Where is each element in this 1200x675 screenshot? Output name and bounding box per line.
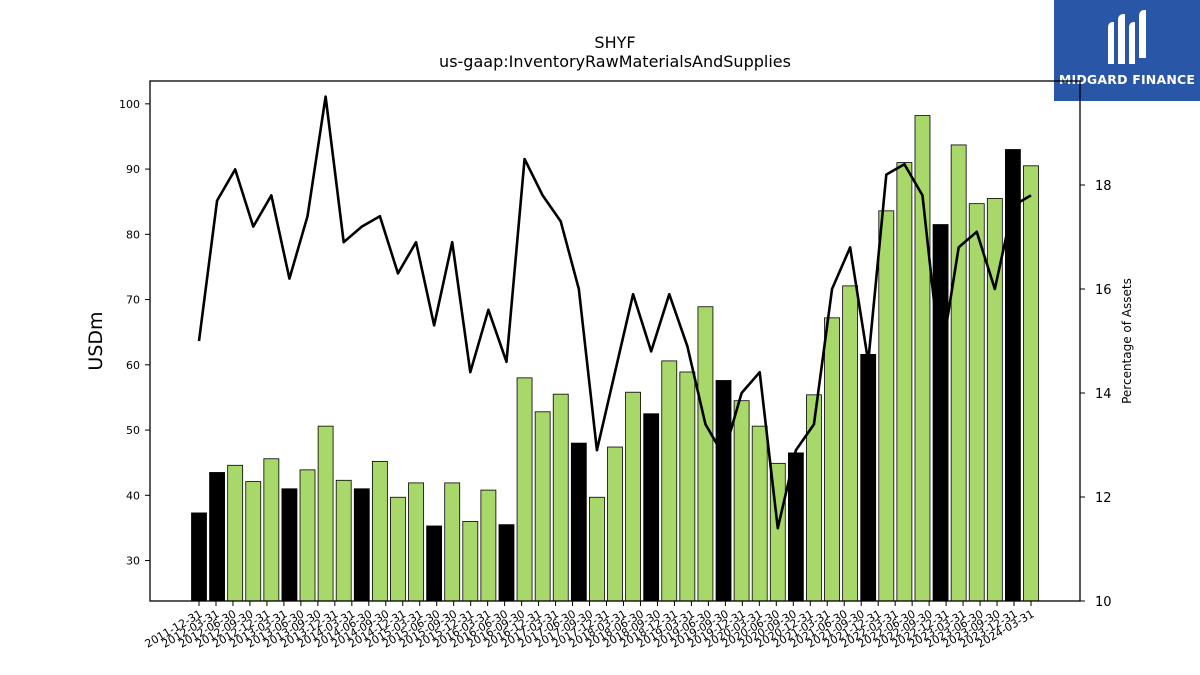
- y-tick-label-50: 50: [126, 424, 140, 437]
- bar-2012-09-30: [245, 481, 262, 602]
- bar-2016-12-31: [552, 393, 569, 602]
- bar-2019-09-30: [751, 425, 768, 602]
- bar-2012-06-30: [227, 464, 244, 602]
- bar-2013-12-31: [335, 479, 352, 602]
- bar-2014-03-31: [353, 488, 370, 602]
- y-tick-label-80: 80: [126, 228, 140, 241]
- plot-frame: [149, 80, 1081, 602]
- chart-subtitle: us-gaap:InventoryRawMaterialsAndSupplies: [439, 52, 791, 71]
- bar-2014-06-30: [371, 460, 388, 602]
- y-axis-label: USDm: [85, 311, 107, 370]
- bar-2015-03-31: [426, 525, 443, 602]
- bar-2013-06-30: [299, 469, 316, 602]
- bar-2023-03-31: [1005, 149, 1021, 602]
- logo-text: MIDGARD FINANCE: [1058, 72, 1196, 87]
- bar-2018-03-31: [643, 413, 660, 602]
- bar-2018-09-30: [679, 371, 696, 602]
- y-tick-label-90: 90: [126, 163, 140, 176]
- percentage-line: [197, 95, 1032, 530]
- bar-2015-09-30: [462, 521, 479, 602]
- y2-tick-label-12: 12: [1095, 491, 1112, 506]
- bar-2014-09-30: [390, 496, 406, 602]
- midgard-logo-icon: [1108, 10, 1146, 64]
- bar-2017-06-30: [589, 496, 605, 602]
- bar-2015-12-31: [480, 489, 497, 602]
- bar-2017-09-30: [607, 446, 623, 602]
- bar-2017-03-31: [570, 442, 587, 602]
- chart-title: SHYF: [594, 33, 636, 52]
- logo: MIDGARD FINANCE: [1054, 0, 1200, 101]
- y2-tick-label-18: 18: [1095, 179, 1112, 194]
- bar-2013-09-30: [317, 425, 334, 602]
- y2-tick-label-10: 10: [1095, 595, 1112, 610]
- bar-2021-03-31: [860, 353, 877, 602]
- bar-2022-09-30: [968, 203, 985, 602]
- bar-2019-06-30: [733, 400, 750, 602]
- y2-axis-label: Percentage of Assets: [1120, 278, 1134, 404]
- y2-tick-label-16: 16: [1095, 283, 1112, 298]
- y-tick-label-30: 30: [126, 555, 140, 568]
- bar-2012-03-31: [209, 472, 225, 602]
- bar-2018-06-30: [661, 360, 678, 602]
- bar-2019-03-31: [715, 380, 732, 602]
- bar-2021-09-30: [896, 162, 913, 602]
- bar-2014-12-31: [408, 482, 424, 602]
- bar-2021-06-30: [878, 210, 895, 602]
- bar-2017-12-31: [625, 391, 641, 602]
- bar-2015-06-30: [444, 482, 461, 602]
- bar-2022-03-31: [932, 224, 949, 602]
- y-tick-label-60: 60: [126, 359, 140, 372]
- y-tick-label-40: 40: [126, 489, 140, 502]
- y-tick-label-100: 100: [119, 98, 140, 111]
- bar-2022-06-30: [950, 144, 967, 602]
- bar-2011-12-31: [191, 512, 207, 602]
- bar-2013-03-31: [281, 488, 298, 602]
- bar-2020-09-30: [824, 317, 840, 602]
- bar-2018-12-31: [697, 306, 714, 602]
- y-tick-label-70: 70: [126, 294, 140, 307]
- bar-2012-12-31: [263, 458, 280, 602]
- bar-2020-12-31: [842, 285, 859, 602]
- bar-2016-09-30: [534, 411, 551, 602]
- bar-2016-03-31: [498, 524, 515, 602]
- y2-tick-label-14: 14: [1095, 387, 1112, 402]
- bar-2016-06-30: [516, 377, 533, 602]
- bar-2023-06-30: [1023, 165, 1039, 602]
